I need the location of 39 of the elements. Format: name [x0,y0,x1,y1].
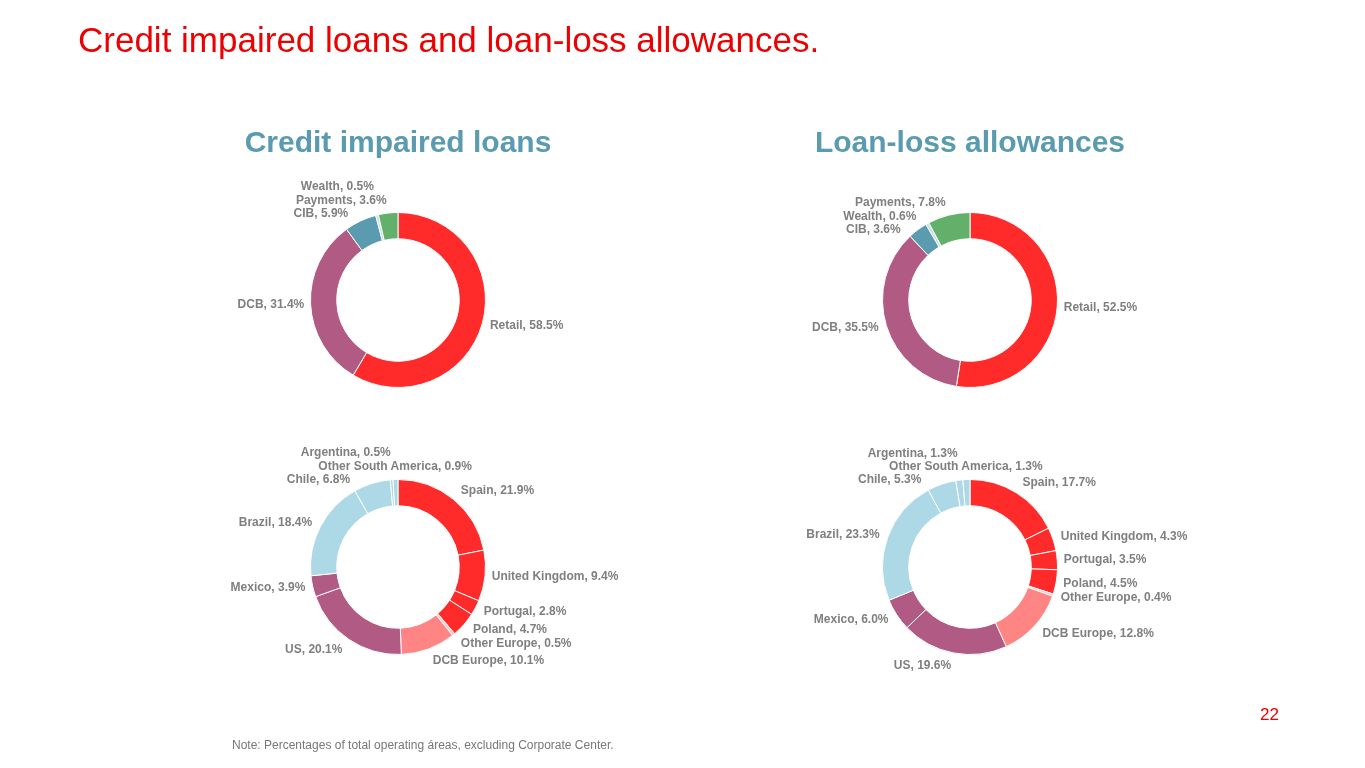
slice-label: Other South America, 1.3% [889,458,1044,473]
slice-label: DCB, 31.4% [237,296,305,311]
slice-label: Other Europe, 0.5% [460,635,572,650]
slice-label: United Kingdom, 4.3% [1060,528,1188,543]
slice-label: CIB, 5.9% [293,206,349,221]
slice-label: DCB, 35.5% [811,320,879,335]
slice-label: Poland, 4.5% [1063,575,1138,590]
slice-label: DCB Europe, 12.8% [1042,625,1155,640]
slice-label: Mexico, 6.0% [813,612,889,627]
chart-title: Credit impaired loans [243,125,553,159]
slice-label: Retail, 58.5% [489,317,564,332]
slice-label: United Kingdom, 9.4% [491,568,619,583]
slice-label: Mexico, 3.9% [230,580,306,595]
slice-label: US, 19.6% [893,657,952,672]
slice-label: Chile, 6.8% [286,471,351,486]
text: Note: Percentages of total operating áreas, excluding Corporate Center. [232,738,614,752]
slice-label: Chile, 5.3% [858,472,922,487]
slice-label: Retail, 52.5% [1063,299,1138,314]
slice-label: CIB, 3.6% [846,222,902,237]
slice-label: Payments, 7.8% [854,195,946,210]
slice-label: US, 20.1% [285,641,343,656]
slice-label: Payments, 3.6% [295,192,387,207]
slice-label: Brazil, 23.3% [806,527,881,542]
slice-label: Other Europe, 0.4% [1060,590,1172,605]
slice-label: Brazil, 18.4% [238,514,313,529]
slice-label: Other South America, 0.9% [318,458,473,473]
text: Credit impaired loans and loan-loss allowances. [78,20,820,60]
slice-label: DCB Europe, 10.1% [432,653,545,668]
slice-label: Spain, 21.9% [460,482,535,497]
slice-label: Portugal, 2.8% [483,604,567,619]
slice-label: Spain, 17.7% [1022,474,1097,489]
slice-label: Poland, 4.7% [473,622,548,637]
slice-label: Argentina, 0.5% [300,445,392,460]
slice-label: Wealth, 0.6% [843,208,917,223]
text: 22 [1260,705,1279,725]
chart-title: Loan-loss allowances [813,125,1127,159]
slice-label: Wealth, 0.5% [300,178,375,193]
slice-label: Portugal, 3.5% [1063,551,1147,566]
slice-label: Argentina, 1.3% [867,445,959,460]
